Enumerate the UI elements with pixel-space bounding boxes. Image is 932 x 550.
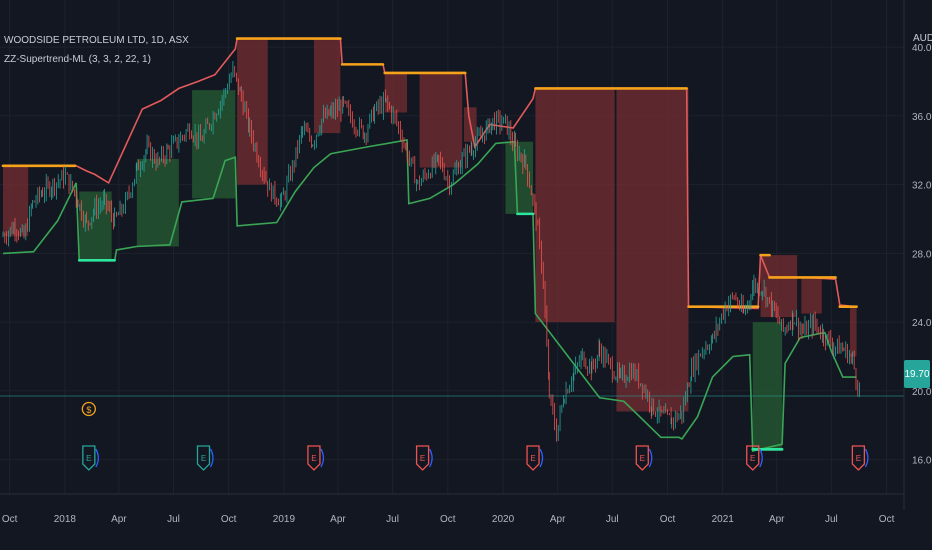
lower-band-line (2, 139, 857, 452)
dividend-label: $ (86, 405, 91, 415)
earnings-icon (415, 445, 430, 471)
earnings-ring (864, 448, 869, 468)
y-tick-label: 28.00 (912, 249, 932, 260)
band-layer (1, 37, 858, 452)
y-tick-label: 24.00 (912, 318, 932, 329)
bear-zone (3, 165, 29, 237)
x-tick-label: Apr (550, 514, 566, 525)
symbol-title[interactable]: WOODSIDE PETROLEUM LTD, 1D, ASX (4, 35, 189, 46)
x-tick-label: Oct (660, 514, 676, 525)
bear-zone (801, 277, 822, 314)
x-tick-label: Oct (440, 514, 456, 525)
earnings-icon (307, 445, 321, 471)
y-tick-label: 40.00 (912, 43, 932, 54)
earnings-ring (95, 448, 99, 468)
x-tick-label: 2019 (273, 514, 296, 525)
x-tick-label: 2018 (54, 514, 77, 525)
x-tick-label: Apr (330, 514, 346, 525)
x-tick-label: Oct (879, 514, 895, 525)
y-tick-label: 20.00 (912, 387, 932, 398)
earnings-ring (648, 448, 653, 468)
x-tick-label: Oct (2, 514, 18, 525)
price-layer (0, 60, 904, 442)
earnings-label: E (420, 454, 425, 463)
bull-zone (136, 158, 179, 247)
indicator-title[interactable]: ZZ-Supertrend-ML (3, 3, 2, 22, 1) (4, 54, 151, 65)
earnings-ring (209, 448, 214, 468)
x-tick-label: 2020 (492, 514, 515, 525)
events-layer: $ E E E E E E E E (81, 401, 869, 471)
bear-zone (384, 72, 407, 113)
x-tick-label: Apr (769, 514, 785, 525)
earnings-icon (196, 445, 211, 471)
currency-label[interactable]: AUD (913, 33, 932, 44)
bear-zone (616, 88, 689, 412)
x-tick-label: Jul (606, 514, 619, 525)
earnings-label: E (640, 454, 645, 463)
earnings-ring (429, 448, 433, 468)
price-axis[interactable]: 16.00 20.00 24.00 28.00 32.00 36.00 40.00 (912, 43, 932, 466)
x-tick-label: Apr (111, 514, 127, 525)
shading-layer (3, 38, 857, 452)
bear-zone (237, 38, 268, 185)
earnings-ring (759, 448, 763, 468)
earnings-label: E (530, 454, 535, 463)
earnings-label: E (856, 454, 861, 463)
last-price-badge: 19.70 (904, 360, 930, 388)
bear-zone (535, 88, 615, 323)
earnings-ring (320, 448, 325, 468)
earnings-icon (635, 445, 649, 471)
x-tick-label: 2021 (712, 514, 735, 525)
x-tick-label: Oct (221, 514, 237, 525)
dividend-icon (81, 401, 96, 417)
bull-zone (192, 90, 236, 199)
earnings-icon (82, 445, 96, 471)
earnings-label: E (311, 454, 316, 463)
bull-zone (79, 191, 112, 261)
earnings-label: E (201, 454, 206, 463)
x-tick-label: Jul (825, 514, 838, 525)
time-axis[interactable]: Oct 2018 Apr Jul Oct 2019 Apr Jul Oct 2020 Apr Jul O… (2, 514, 895, 525)
earnings-label: E (750, 454, 755, 463)
earnings-icon (746, 445, 760, 471)
y-tick-label: 32.00 (912, 181, 932, 192)
earnings-ring (539, 448, 544, 468)
bull-zone (752, 322, 783, 452)
x-tick-label: Jul (167, 514, 180, 525)
earnings-icon (526, 445, 540, 471)
bear-zone (849, 306, 857, 357)
y-tick-label: 16.00 (912, 456, 932, 467)
y-tick-label: 36.00 (912, 112, 932, 123)
x-tick-label: Jul (386, 514, 399, 525)
earnings-icon (851, 445, 866, 471)
bear-zone (760, 255, 798, 317)
earnings-label: E (86, 454, 91, 463)
